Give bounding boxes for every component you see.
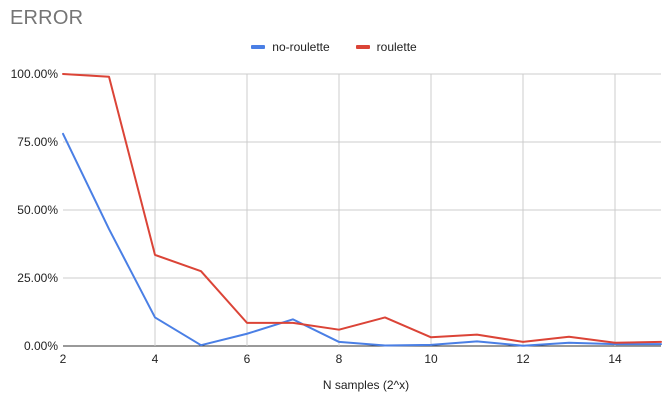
y-tick-label: 50.00%: [17, 203, 58, 217]
legend-swatch-roulette: [355, 45, 370, 49]
x-tick-label: 6: [244, 352, 251, 366]
y-tick-label: 100.00%: [11, 67, 59, 81]
legend-label-roulette: roulette: [376, 40, 417, 54]
x-tick-label: 2: [60, 352, 67, 366]
x-tick-label: 8: [336, 352, 343, 366]
y-tick-label: 75.00%: [17, 135, 58, 149]
series-line-no-roulette: [62, 132, 662, 347]
x-tick-label: 4: [152, 352, 159, 366]
legend-swatch-no-roulette: [251, 45, 266, 49]
x-tick-label: 12: [516, 352, 530, 366]
legend-label-no-roulette: no-roulette: [272, 40, 330, 54]
y-tick-label: 25.00%: [17, 271, 58, 285]
chart-title: ERROR: [10, 7, 84, 29]
legend: no-roulette roulette: [0, 40, 668, 54]
y-tick-label: 0.00%: [24, 339, 58, 353]
legend-item-no-roulette[interactable]: no-roulette: [251, 40, 330, 54]
x-tick-label: 10: [424, 352, 438, 366]
legend-item-roulette[interactable]: roulette: [355, 40, 417, 54]
x-axis-title: N samples (2^x): [323, 378, 409, 392]
series-line-roulette: [62, 73, 662, 344]
x-tick-label: 14: [608, 352, 622, 366]
